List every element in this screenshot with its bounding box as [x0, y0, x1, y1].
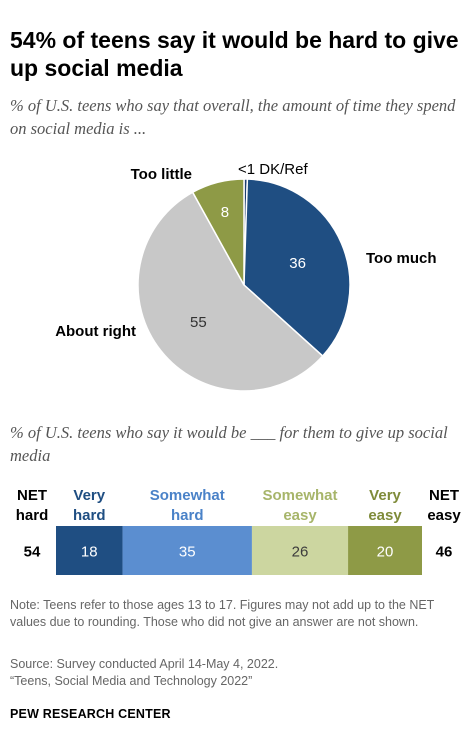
- pie-category-label: About right: [55, 323, 136, 340]
- pie-value-label: 8: [221, 204, 229, 221]
- pie-category-label: <1 DK/Ref: [238, 161, 308, 178]
- bar-category-label: Very: [73, 487, 105, 504]
- bar-segment: [56, 526, 123, 575]
- bar-category-label: Somewhat: [262, 487, 337, 504]
- bar-value-label: 18: [81, 544, 98, 561]
- bar-category-label: easy: [368, 507, 402, 524]
- pie-slice: [137, 191, 324, 392]
- pie-slice: [191, 178, 245, 286]
- net-hard-label: hard: [16, 507, 49, 524]
- bar-value-label: 20: [377, 544, 394, 561]
- bar-category-label: hard: [73, 507, 106, 524]
- pie-subtitle: % of U.S. teens who say that overall, th…: [10, 96, 456, 138]
- pie-category-label: Too little: [131, 166, 192, 183]
- bar-category-label: Somewhat: [150, 487, 225, 504]
- chart-title: 54% of teens say it would be hard to giv…: [10, 27, 459, 81]
- bar-segment: [348, 526, 422, 575]
- bar-segment: [251, 526, 349, 575]
- bar-segment: [122, 526, 252, 575]
- stacked-bar-chart: NET hard NET easy 54 46 18 Very hard 35 Somewhat ha…: [16, 487, 461, 575]
- net-easy-value: 46: [436, 544, 453, 561]
- pie-value-label: 36: [289, 255, 306, 272]
- chart-note: Note: Teens refer to those ages 13 to 17…: [10, 598, 435, 629]
- bar-category-label: hard: [171, 507, 204, 524]
- bar-category-label: easy: [283, 507, 317, 524]
- bar-value-label: 26: [292, 544, 309, 561]
- pie-chart: <1 DK/Ref 36 Too much 55 About right 8 Too lit…: [55, 161, 437, 392]
- pew-logo-text: PEW RESEARCH CENTER: [10, 707, 171, 721]
- bar-category-label: Very: [369, 487, 401, 504]
- bar-value-label: 35: [179, 544, 196, 561]
- pie-value-label: 55: [190, 314, 207, 331]
- net-hard-value: 54: [24, 544, 41, 561]
- bar-subtitle: % of U.S. teens who say it would be ___ …: [10, 423, 448, 465]
- chart-source: Source: Survey conducted April 14-May 4,…: [10, 657, 279, 671]
- pie-slice: [243, 178, 351, 358]
- net-hard-label: NET: [17, 487, 47, 504]
- report-title: “Teens, Social Media and Technology 2022…: [10, 674, 253, 688]
- pie-category-label: Too much: [366, 250, 437, 267]
- net-easy-label: easy: [427, 507, 461, 524]
- net-easy-label: NET: [429, 487, 459, 504]
